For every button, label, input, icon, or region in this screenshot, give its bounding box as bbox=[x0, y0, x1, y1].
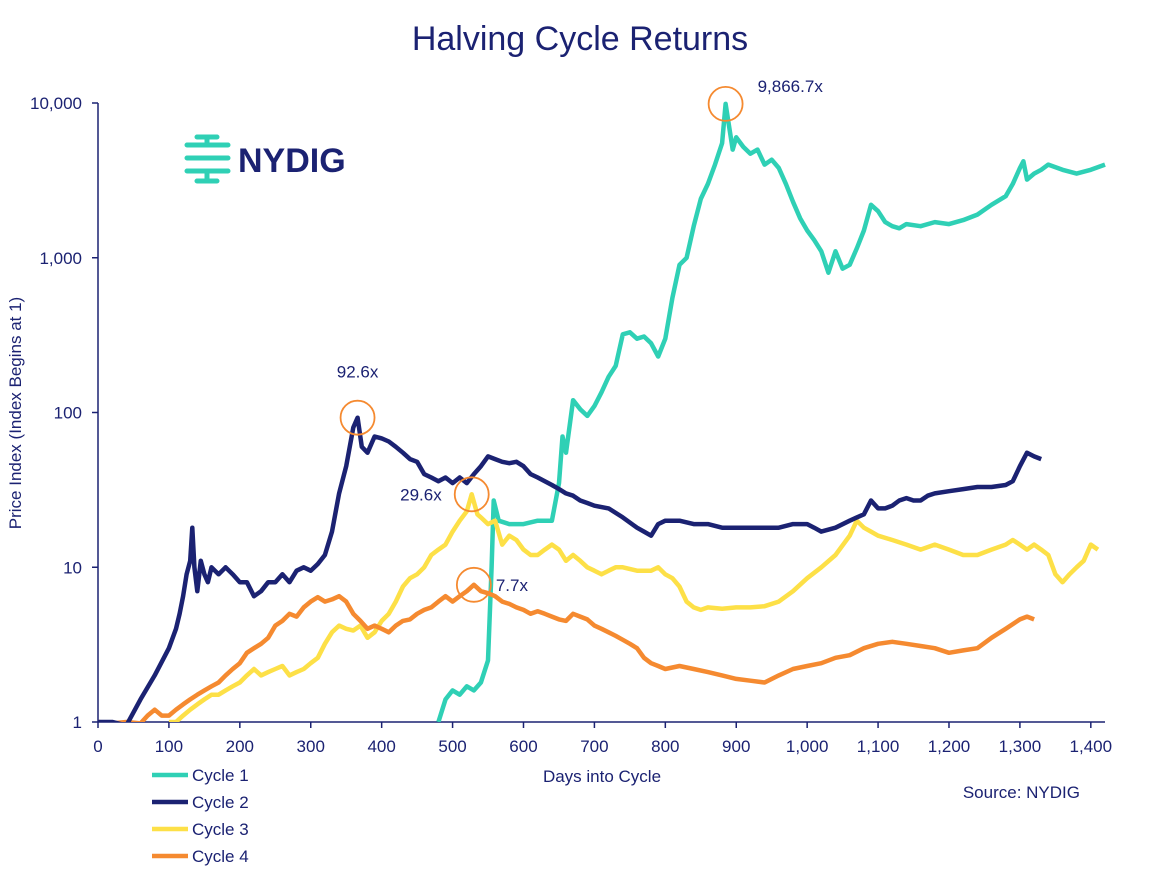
y-tick-label: 100 bbox=[54, 404, 82, 423]
annotations: 9,866.7x 92.6x 29.6x 7.7x bbox=[337, 77, 824, 603]
peak-highlight-circle bbox=[455, 566, 492, 603]
nydig-logo: NYDIG bbox=[184, 134, 346, 184]
peak-highlight-circle bbox=[339, 399, 376, 436]
source-note: Source: NYDIG bbox=[963, 783, 1080, 802]
y-tick-label: 1 bbox=[73, 713, 82, 732]
x-tick-label: 300 bbox=[297, 737, 325, 756]
series-line-cycle-1 bbox=[436, 101, 1106, 722]
x-tick-label: 100 bbox=[155, 737, 183, 756]
series-lines bbox=[98, 101, 1106, 722]
y-axis-ticks: 1 10 100 1,000 10,000 bbox=[30, 94, 98, 732]
x-tick-label: 1,400 bbox=[1070, 737, 1113, 756]
x-tick-label: 1,000 bbox=[786, 737, 829, 756]
x-tick-label: 500 bbox=[438, 737, 466, 756]
x-tick-label: 1,100 bbox=[857, 737, 900, 756]
peak-highlight-circle bbox=[453, 476, 490, 513]
y-tick-label: 1,000 bbox=[39, 249, 82, 268]
x-tick-label: 1,200 bbox=[928, 737, 971, 756]
peak-highlight-circle bbox=[707, 86, 744, 122]
series-line-cycle-2 bbox=[98, 415, 1042, 722]
y-tick-label: 10,000 bbox=[30, 94, 82, 113]
nydig-logo-text: NYDIG bbox=[238, 142, 346, 180]
x-axis-label: Days into Cycle bbox=[543, 767, 661, 786]
x-tick-label: 900 bbox=[722, 737, 750, 756]
nydig-logo-icon bbox=[184, 134, 231, 184]
legend-label: Cycle 2 bbox=[192, 793, 249, 812]
peak-annotation-label: 29.6x bbox=[400, 485, 442, 504]
legend-label: Cycle 1 bbox=[192, 766, 249, 785]
x-tick-label: 200 bbox=[226, 737, 254, 756]
peak-annotation-label: 92.6x bbox=[337, 363, 379, 382]
peak-annotation-label: 9,866.7x bbox=[758, 77, 824, 96]
series-line-cycle-4 bbox=[98, 582, 1035, 722]
x-tick-label: 800 bbox=[651, 737, 679, 756]
legend-label: Cycle 3 bbox=[192, 820, 249, 839]
x-axis-ticks: 0 100 200 300 400 500 600 700 800 900 1,000 1,100 1,… bbox=[93, 722, 1112, 756]
y-axis-label: Price Index (Index Begins at 1) bbox=[6, 297, 25, 529]
legend-label: Cycle 4 bbox=[192, 847, 249, 866]
x-tick-label: 600 bbox=[509, 737, 537, 756]
chart-title: Halving Cycle Returns bbox=[412, 20, 748, 58]
x-tick-label: 0 bbox=[93, 737, 102, 756]
series-line-cycle-3 bbox=[168, 492, 1100, 722]
y-tick-label: 10 bbox=[63, 558, 82, 577]
x-tick-label: 1,300 bbox=[999, 737, 1042, 756]
legend: Cycle 1 Cycle 2 Cycle 3 Cycle 4 bbox=[152, 766, 249, 866]
x-tick-label: 700 bbox=[580, 737, 608, 756]
peak-annotation-label: 7.7x bbox=[496, 576, 529, 595]
x-tick-label: 400 bbox=[367, 737, 395, 756]
